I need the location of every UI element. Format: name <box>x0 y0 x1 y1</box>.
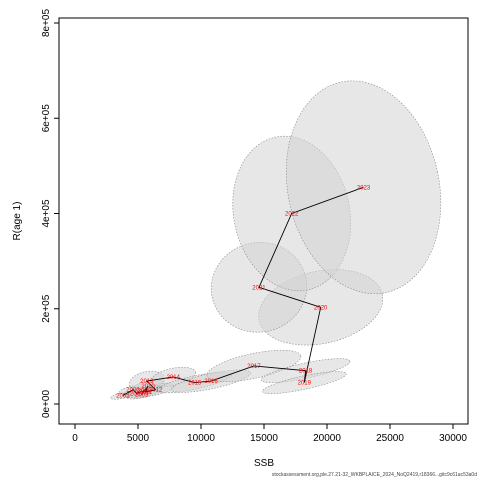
year-label-2023: 2023 <box>357 185 371 191</box>
year-label-2020: 2020 <box>314 305 328 311</box>
x-tick-label: 30000 <box>439 433 467 444</box>
year-label-2009: 2009 <box>135 392 149 398</box>
year-label-2022: 2022 <box>285 212 299 218</box>
x-axis-title: SSB <box>254 458 274 469</box>
x-tick-label: 15000 <box>250 433 278 444</box>
x-tick-label: 20000 <box>313 433 341 444</box>
year-label-2013: 2013 <box>140 379 154 385</box>
y-axis-title: R(age 1) <box>12 202 23 241</box>
year-label-2006: 2006 <box>126 388 140 394</box>
year-label-2011: 2011 <box>139 390 153 396</box>
year-label-2007: 2007 <box>130 392 144 398</box>
year-label-2005: 2005 <box>116 393 130 399</box>
sr-trajectory-line <box>122 186 364 396</box>
y-tick-label: 6e+05 <box>41 104 52 133</box>
x-axis: 0 5000 10000 15000 20000 25000 30000 <box>72 423 467 444</box>
sr-path <box>122 186 364 396</box>
confidence-ellipse-2023 <box>285 80 442 295</box>
x-tick-label: 0 <box>72 433 78 444</box>
year-label-2018: 2018 <box>299 369 313 375</box>
year-label-2019: 2019 <box>298 381 312 387</box>
source-footer: stockassessment.org,ple.27.21-32_WKBPLAI… <box>271 472 477 478</box>
year-label-2010: 2010 <box>141 384 155 390</box>
year-label-2021: 2021 <box>252 285 266 291</box>
y-tick-label: 8e+05 <box>41 9 52 38</box>
x-tick-label: 10000 <box>187 433 215 444</box>
y-tick-label: 4e+05 <box>41 199 52 228</box>
year-label-2015: 2015 <box>188 381 202 387</box>
y-tick-label: 0e+00 <box>41 390 52 419</box>
y-tick-label: 2e+05 <box>41 294 52 323</box>
x-tick-label: 5000 <box>127 433 150 444</box>
year-label-2012: 2012 <box>149 388 163 394</box>
year-label-2016: 2016 <box>204 379 218 385</box>
year-label-2008: 2008 <box>138 389 152 395</box>
year-label-2017: 2017 <box>247 364 261 370</box>
y-axis: 0e+00 2e+05 4e+05 6e+05 8e+05 <box>41 9 60 419</box>
x-tick-label: 25000 <box>376 433 404 444</box>
year-label-2014: 2014 <box>167 375 181 381</box>
